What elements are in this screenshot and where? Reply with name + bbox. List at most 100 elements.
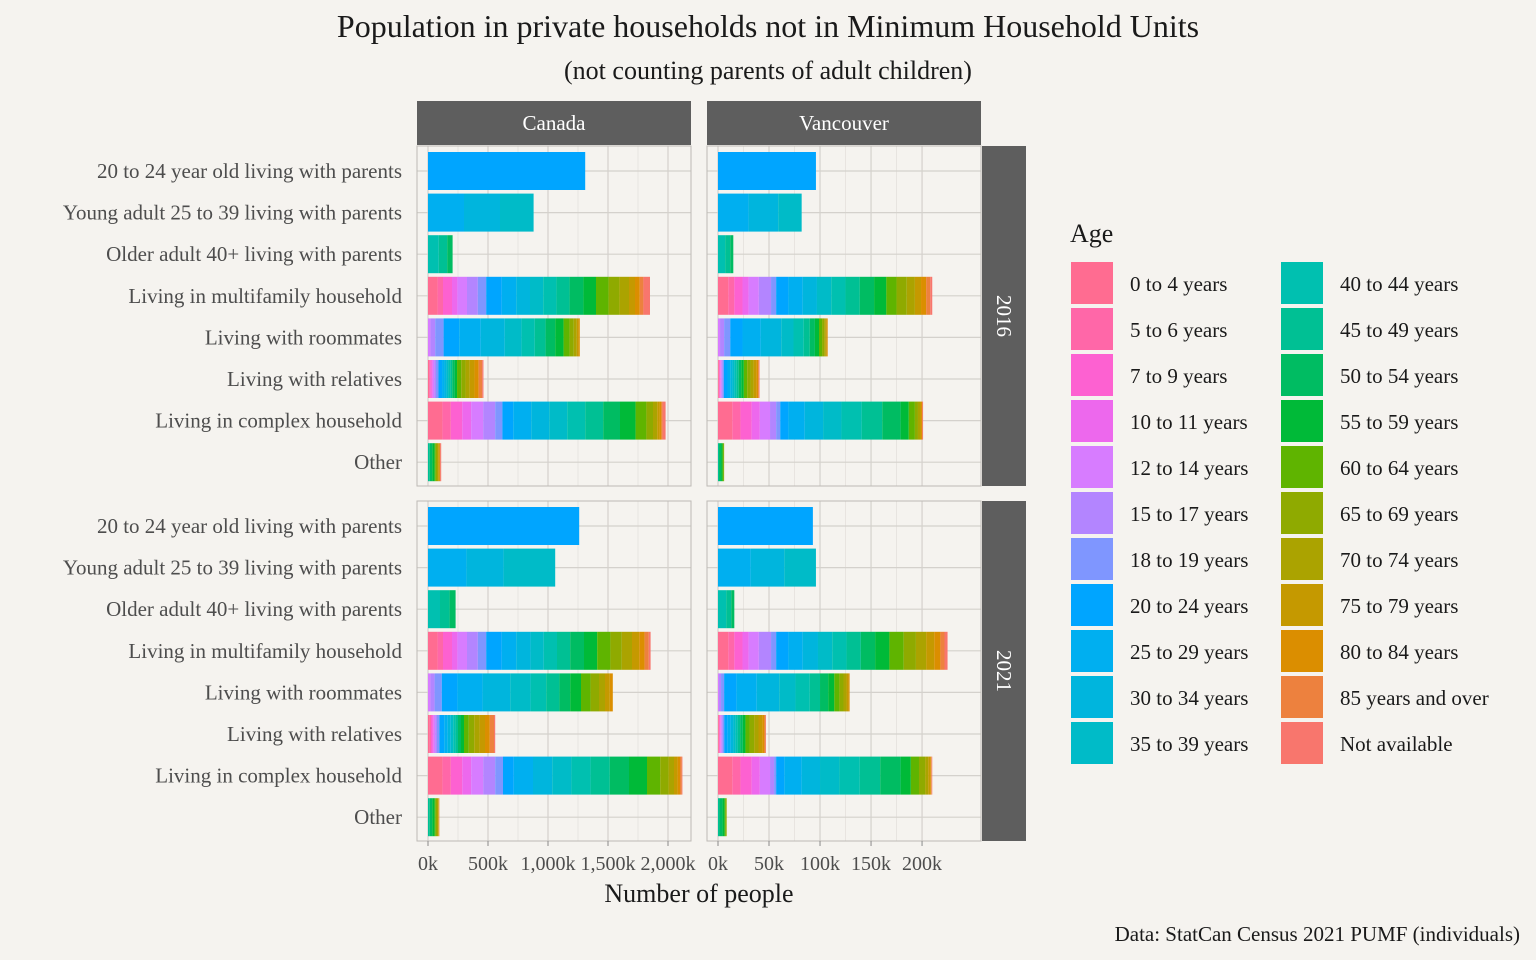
bar-segment xyxy=(718,152,816,190)
bar-segment xyxy=(629,276,635,315)
bar-segment xyxy=(635,401,647,440)
bar-segment xyxy=(778,193,802,232)
bar-segment xyxy=(740,715,743,753)
bar-segment xyxy=(734,631,743,670)
bar-segment xyxy=(900,401,909,440)
legend-key xyxy=(1071,262,1113,304)
bar-segment xyxy=(495,401,503,440)
bar-segment xyxy=(503,756,514,795)
bar-segment xyxy=(776,401,781,440)
bar-segment xyxy=(719,715,721,753)
bar-segment xyxy=(740,401,752,440)
bar-segment xyxy=(428,443,430,482)
bar-segment xyxy=(477,276,487,315)
bar-segment xyxy=(718,798,720,837)
bar-segment xyxy=(474,360,479,398)
bar-segment xyxy=(662,401,666,440)
bar-segment xyxy=(510,673,531,712)
category-label: Living with roommates xyxy=(205,325,402,349)
bar-segment xyxy=(446,360,449,398)
category-label: Living in multifamily household xyxy=(128,284,402,308)
bar-segment xyxy=(452,631,458,670)
bar-segment xyxy=(776,631,789,670)
bar-segment xyxy=(434,443,436,482)
bar-segment xyxy=(940,631,945,670)
bar-segment xyxy=(730,360,733,398)
panel-vancouver-2016 xyxy=(706,145,982,487)
bar-segment xyxy=(543,276,557,315)
bar-segment xyxy=(730,318,743,357)
bar-segment xyxy=(530,631,544,670)
bar-segment xyxy=(874,276,887,315)
bar-segment xyxy=(756,673,780,712)
legend-label: 45 to 49 years xyxy=(1340,318,1458,342)
bar-segment xyxy=(738,360,742,398)
legend-key xyxy=(1281,492,1323,534)
bar-segment xyxy=(733,715,736,753)
bar-segment xyxy=(748,631,759,670)
legend-key xyxy=(1071,584,1113,626)
bar-segment xyxy=(931,756,932,795)
bar-segment xyxy=(820,756,840,795)
bar-segment xyxy=(428,631,438,670)
bar-segment xyxy=(727,715,731,753)
legend-label: 55 to 59 years xyxy=(1340,410,1458,434)
bar-segment xyxy=(741,360,744,398)
bar-segment xyxy=(461,715,464,753)
chart-title: Population in private households not in … xyxy=(337,8,1199,44)
strip-label-2021: 2021 xyxy=(992,650,1016,692)
bar-segment xyxy=(571,756,591,795)
bar-segment xyxy=(817,631,833,670)
bar-segment xyxy=(458,715,461,753)
bar-segment xyxy=(428,590,440,629)
legend-label: 40 to 44 years xyxy=(1340,272,1458,296)
x-tick-label: 0k xyxy=(418,853,438,875)
bar-segment xyxy=(442,401,451,440)
legend-key xyxy=(1281,630,1323,672)
bar-segment xyxy=(718,443,720,482)
bar-segment xyxy=(504,318,522,357)
bar-segment xyxy=(930,276,933,315)
chart-caption: Data: StatCan Census 2021 PUMF (individu… xyxy=(1115,922,1520,946)
bar-segment xyxy=(513,756,533,795)
bar-segment xyxy=(922,401,923,440)
bar-segment xyxy=(721,673,725,712)
legend-label: 85 years and over xyxy=(1340,686,1489,710)
legend-key xyxy=(1281,354,1323,396)
bar-segment xyxy=(581,673,591,712)
bar-segment xyxy=(483,756,496,795)
bar-segment xyxy=(724,798,726,837)
bar-segment xyxy=(718,360,720,398)
bar-segment xyxy=(501,276,517,315)
bar-segment xyxy=(758,631,772,670)
bar-segment xyxy=(759,360,760,398)
bar-segment xyxy=(608,276,620,315)
bar-segment xyxy=(722,715,725,753)
bar-segment xyxy=(428,318,431,357)
legend-key xyxy=(1281,722,1323,764)
bar-segment xyxy=(754,715,759,753)
panel-canada-2021: 0k 500k 1,000k 1,500k 2,000k xyxy=(416,500,696,875)
legend-key xyxy=(1071,676,1113,718)
bar-segment xyxy=(718,235,726,274)
bar-segment xyxy=(843,673,847,712)
x-tick-label: 1,500k xyxy=(581,853,636,875)
panel-border xyxy=(706,500,982,842)
bar-segment xyxy=(653,401,658,440)
bar-segment xyxy=(435,318,444,357)
bar-segment xyxy=(776,276,789,315)
strip-canada xyxy=(417,101,691,145)
bar-segment xyxy=(545,318,556,357)
bar-segment xyxy=(533,756,553,795)
bar-segment xyxy=(781,318,794,357)
bar-segment xyxy=(677,756,680,795)
bar-segment xyxy=(814,318,820,357)
bar-segment xyxy=(428,798,430,837)
bar-segment xyxy=(434,673,442,712)
bar-segment xyxy=(762,715,765,753)
bar-segment xyxy=(753,360,757,398)
bar-segment xyxy=(740,756,752,795)
category-label: Living with relatives xyxy=(227,722,402,746)
strip-vancouver xyxy=(707,101,981,145)
x-tick-label: 500k xyxy=(468,853,508,875)
